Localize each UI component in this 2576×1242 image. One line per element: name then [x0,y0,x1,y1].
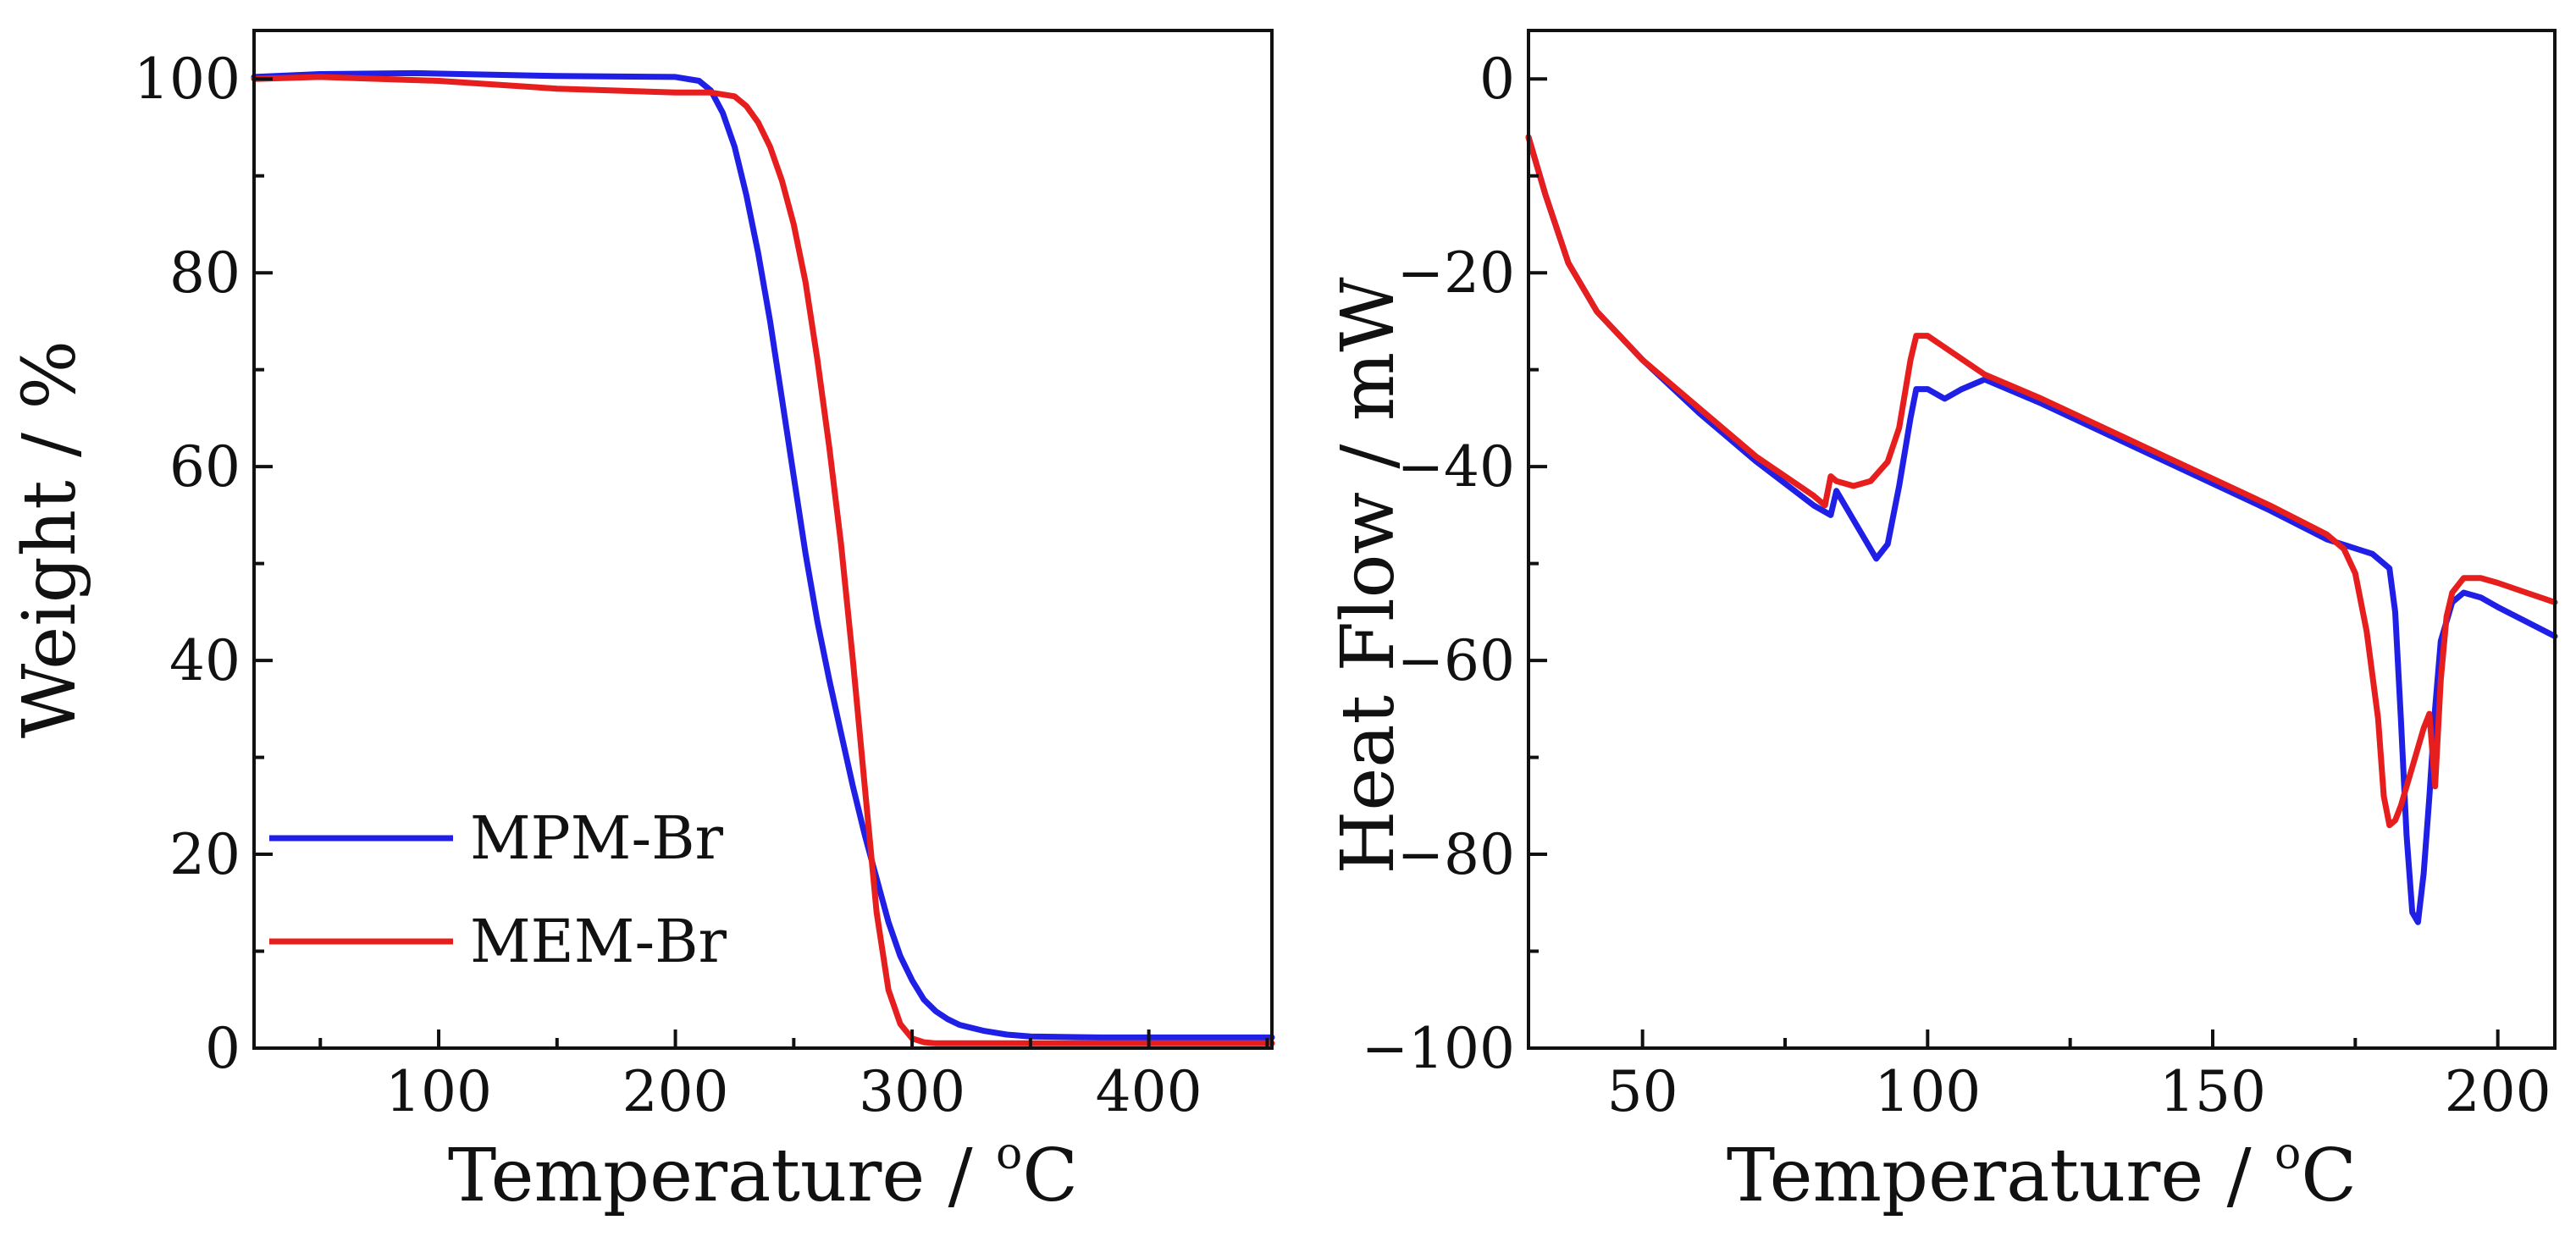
dsc-x-axis-title-unit: C [2301,1134,2357,1218]
dsc-x-tick-labels: 50 100 150 200 [1607,1059,2551,1124]
tga-series-mpm-br [251,69,1275,1041]
legend-label-mem-br: MEM-Br [470,907,727,976]
tga-x-axis-title-degree: o [996,1129,1022,1179]
tga-x-tick-labels: 100 200 300 400 [385,1059,1202,1124]
dsc-x-tick-label: 150 [2159,1059,2266,1124]
tga-chart: 100 200 300 400 0 20 40 60 80 100 Weight / % Tem… [8,29,1275,1218]
legend-label-mpm-br: MPM-Br [470,803,724,873]
dsc-y-tick-label: −80 [1397,822,1515,887]
tga-plot-area [251,69,1275,1046]
tga-legend: MPM-Br MEM-Br [269,803,727,976]
dsc-y-tick-labels: 0 −20 −40 −60 −80 −100 [1362,47,1515,1081]
tga-y-tick-labels: 0 20 40 60 80 100 [134,47,240,1081]
dsc-x-axis-title-main: Temperature / [1727,1134,2275,1218]
dsc-y-tick-label: 0 [1479,47,1515,112]
tga-y-tick-label: 40 [169,628,240,693]
dsc-series-mem-br [1525,134,2558,829]
tga-x-axis-title-unit: C [1022,1134,1078,1218]
tga-y-tick-label: 0 [205,1016,240,1081]
dsc-y-tick-label: −60 [1397,628,1515,693]
dsc-x-tick-label: 50 [1607,1059,1678,1124]
dsc-series-mpm-br [1525,134,2558,925]
tga-y-tick-label: 60 [169,434,240,500]
tga-x-axis-title-main: Temperature / [448,1134,996,1218]
tga-plot-frame [252,29,1274,1050]
tga-x-tick-label: 400 [1096,1059,1202,1124]
dsc-chart: 50 100 150 200 0 −20 −40 −60 −80 −100 Heat Flow … [1326,29,2558,1218]
tga-y-tick-label: 100 [134,47,240,112]
tga-x-tick-label: 200 [622,1059,729,1124]
dsc-x-tick-label: 100 [1874,1059,1981,1124]
dsc-ticks [1528,77,2500,1050]
dsc-x-tick-label: 200 [2445,1059,2551,1124]
tga-y-axis-title: Weight / % [8,340,92,738]
tga-x-tick-label: 300 [859,1059,965,1124]
tga-y-tick-label: 20 [169,822,240,887]
dsc-y-tick-label: −20 [1397,240,1515,306]
tga-series-mem-br [251,74,1275,1046]
tga-x-tick-label: 100 [385,1059,492,1124]
tga-y-tick-label: 80 [169,240,240,306]
dsc-x-axis-title: Temperature / oC [1727,1129,2357,1218]
dsc-y-axis-title: Heat Flow / mW [1326,277,1411,875]
dsc-plot-frame [1527,29,2557,1050]
tga-ticks [254,77,1269,1050]
tga-x-axis-title: Temperature / oC [448,1129,1078,1218]
dsc-y-tick-label: −40 [1397,434,1515,500]
dsc-x-axis-title-degree: o [2275,1129,2301,1179]
dsc-plot-area [1525,134,2558,925]
dsc-y-tick-label: −100 [1362,1016,1515,1081]
